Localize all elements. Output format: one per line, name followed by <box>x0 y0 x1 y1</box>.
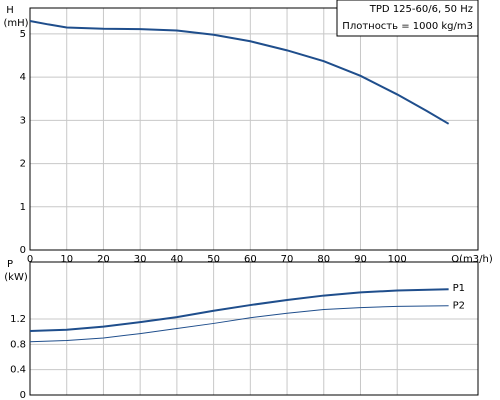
y-tick-label: 1.2 <box>10 314 26 325</box>
plot-frame <box>29 261 479 396</box>
x-tick-label: 0 <box>27 254 33 265</box>
y-tick-label: 0 <box>20 390 26 400</box>
x-tick-label: 60 <box>244 254 257 265</box>
x-tick-label: 70 <box>281 254 294 265</box>
curve <box>29 19 450 125</box>
x-tick-label: 50 <box>207 254 220 265</box>
y-axis-label: (mH) <box>3 18 28 29</box>
x-tick-label: 90 <box>354 254 367 265</box>
x-tick-label: 80 <box>317 254 330 265</box>
annotation: Плотность = 1000 kg/m3 <box>342 21 473 32</box>
series-label: P2 <box>453 301 465 312</box>
annotation: TPD 125-60/6, 50 Hz <box>369 4 473 15</box>
y-tick-label: 0 <box>20 245 26 256</box>
x-axis-label: Q(m3/h) <box>451 254 493 265</box>
legend-box <box>336 0 479 37</box>
y-tick-label: 5 <box>20 29 26 40</box>
plot-area <box>29 261 479 396</box>
y-axis-label: H <box>6 5 14 16</box>
plot-area <box>29 7 479 251</box>
plot-frame <box>29 7 479 251</box>
y-tick-label: 2 <box>20 159 26 170</box>
y-tick-label: 1 <box>20 202 26 213</box>
x-tick-label: 10 <box>60 254 73 265</box>
curve <box>29 305 449 343</box>
y-tick-label: 3 <box>20 115 26 126</box>
x-tick-label: 30 <box>134 254 147 265</box>
series-label: P1 <box>453 283 465 294</box>
y-tick-label: 4 <box>20 72 26 83</box>
x-tick-label: 100 <box>388 254 407 265</box>
y-tick-label: 0.8 <box>10 339 26 350</box>
x-tick-label: 20 <box>97 254 110 265</box>
y-axis-label: P <box>7 259 13 270</box>
y-axis-label: (kW) <box>4 272 28 283</box>
x-tick-label: 40 <box>171 254 184 265</box>
curve <box>29 288 449 333</box>
y-tick-label: 0.4 <box>10 365 26 376</box>
